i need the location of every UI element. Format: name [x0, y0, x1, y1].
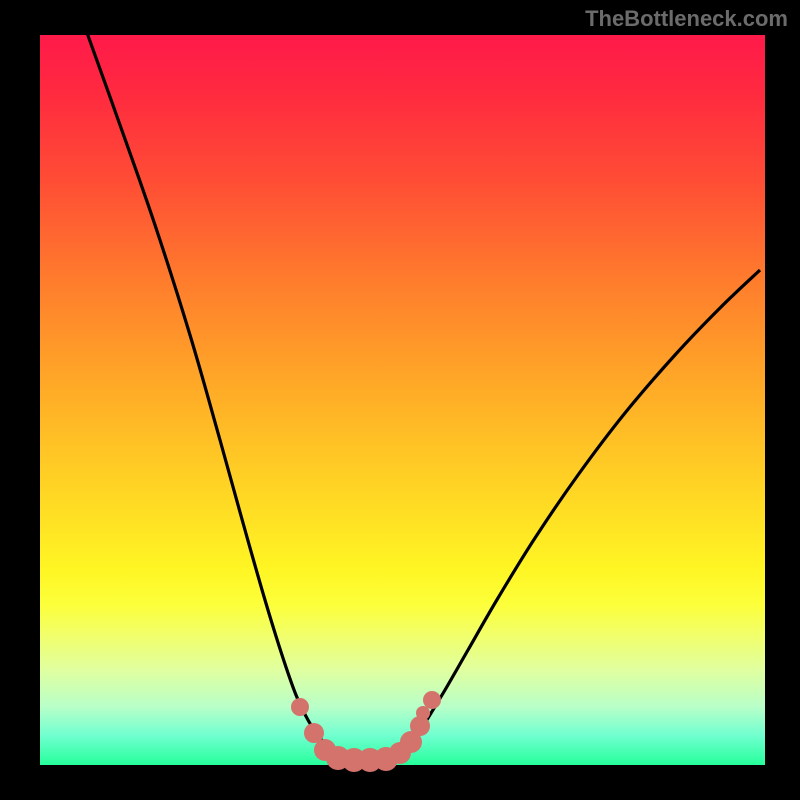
marker-point — [291, 698, 309, 716]
curve-right-branch — [403, 270, 760, 750]
watermark-text: TheBottleneck.com — [585, 6, 788, 32]
chart-container: TheBottleneck.com — [0, 0, 800, 800]
curve-left-branch — [86, 30, 332, 750]
curve-overlay — [0, 0, 800, 800]
marker-point — [416, 706, 430, 720]
marker-point — [423, 691, 441, 709]
